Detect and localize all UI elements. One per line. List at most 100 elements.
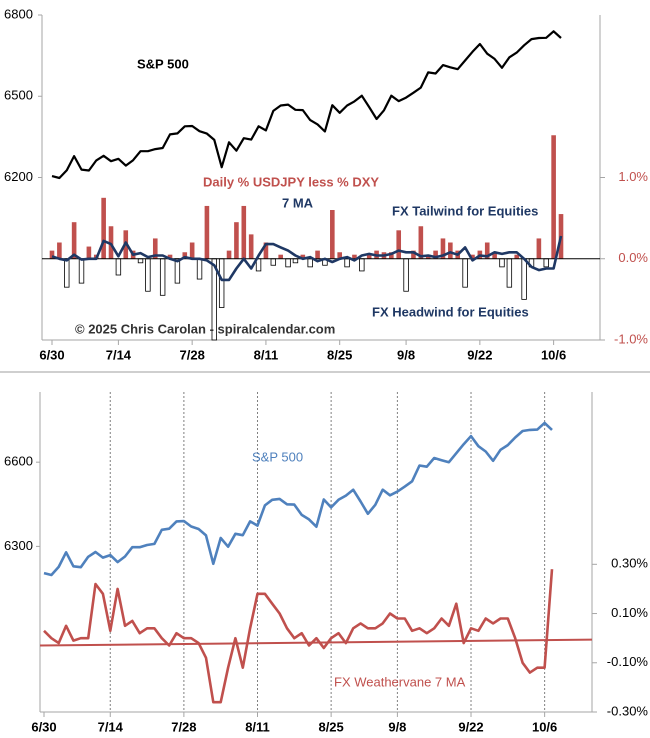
bar [49,250,55,259]
bar [57,242,62,259]
bar [440,238,446,259]
bar [337,252,342,259]
bar [514,254,520,259]
bar [307,258,313,268]
x-tick-label: 6/30 [31,719,56,734]
bar [300,254,306,259]
x-tick-label: 9/22 [467,347,492,362]
bar [241,205,247,259]
bar [448,242,453,259]
bar [263,242,269,259]
x-tick-label: 7/14 [106,347,132,362]
series-label: Daily % USDJPY less % DXY [203,174,379,189]
y-tick-label: 6800 [4,6,33,21]
bar [389,252,394,259]
bar [234,222,239,259]
bar [462,258,468,288]
bar [248,234,254,259]
bar [506,258,513,288]
bar [499,258,505,268]
bar [145,258,151,292]
bar [536,238,542,259]
bar [411,250,416,259]
y2-tick-label: 0.30% [611,556,648,571]
bar [403,258,409,292]
bar [64,258,70,288]
y2-tick-label: -0.30% [607,703,649,718]
bar [492,252,497,259]
y-tick-label: 6200 [4,169,33,184]
bar [551,135,556,259]
bar [101,197,106,259]
bar [226,250,232,259]
bar [484,242,490,259]
bar [470,254,475,259]
y2-tick-label: 0.10% [611,605,648,620]
x-tick-label: 9/8 [397,347,415,362]
bar [285,258,291,268]
bar [344,258,350,268]
bar [543,258,549,268]
bar [366,254,372,259]
bar [521,258,527,300]
line [43,421,553,577]
x-tick-label: 9/22 [458,719,483,734]
series-label: 7 MA [282,195,314,210]
x-tick-label: 8/11 [245,719,270,734]
bar [330,210,335,259]
line [51,30,562,180]
bar [196,258,203,280]
bar [292,258,299,264]
series-label: S&P 500 [252,449,303,464]
annotation: FX Headwind for Equities [372,304,529,319]
x-tick-label: 10/6 [541,347,566,362]
bar [137,258,144,264]
bar [270,258,277,266]
x-tick-label: 6/30 [39,347,64,362]
series-label: S&P 500 [137,56,189,71]
line [51,235,563,282]
y-tick-label: 6300 [4,538,33,553]
x-tick-label: 9/8 [388,719,406,734]
bar [418,226,424,259]
bar [218,258,225,308]
annotation: © 2025 Chris Carolan - spiralcalendar.co… [75,321,335,336]
x-tick-label: 8/11 [254,347,279,362]
bar [115,258,122,276]
bar [86,246,92,259]
bar [78,258,85,284]
bar [278,254,283,259]
x-tick-label: 7/14 [98,719,124,734]
annotation: FX Tailwind for Equities [392,203,538,218]
bar [396,230,402,259]
bar [152,238,158,259]
line [43,569,554,704]
bar [182,252,188,259]
y-tick-label: 6500 [4,88,33,103]
bar [189,242,195,259]
bar [352,254,357,259]
bar [108,226,114,259]
bar [315,250,320,259]
y2-tick-label: 1.0% [618,169,648,184]
x-tick-label: 8/25 [327,347,352,362]
trend-line [39,638,593,647]
y2-tick-label: -1.0% [614,331,648,346]
y2-tick-label: 0.0% [618,250,648,265]
y-tick-label: 6600 [4,454,33,469]
bar [359,258,365,272]
bar [433,250,438,259]
y2-tick-label: -0.10% [607,654,649,669]
bar [167,254,173,259]
bar [159,258,166,296]
x-tick-label: 10/6 [532,719,557,734]
x-tick-label: 7/28 [171,719,196,734]
series-label: FX Weathervane 7 MA [334,674,466,689]
bar [204,205,210,259]
x-tick-label: 7/28 [180,347,205,362]
bar [71,222,77,259]
x-tick-label: 8/25 [318,719,343,734]
